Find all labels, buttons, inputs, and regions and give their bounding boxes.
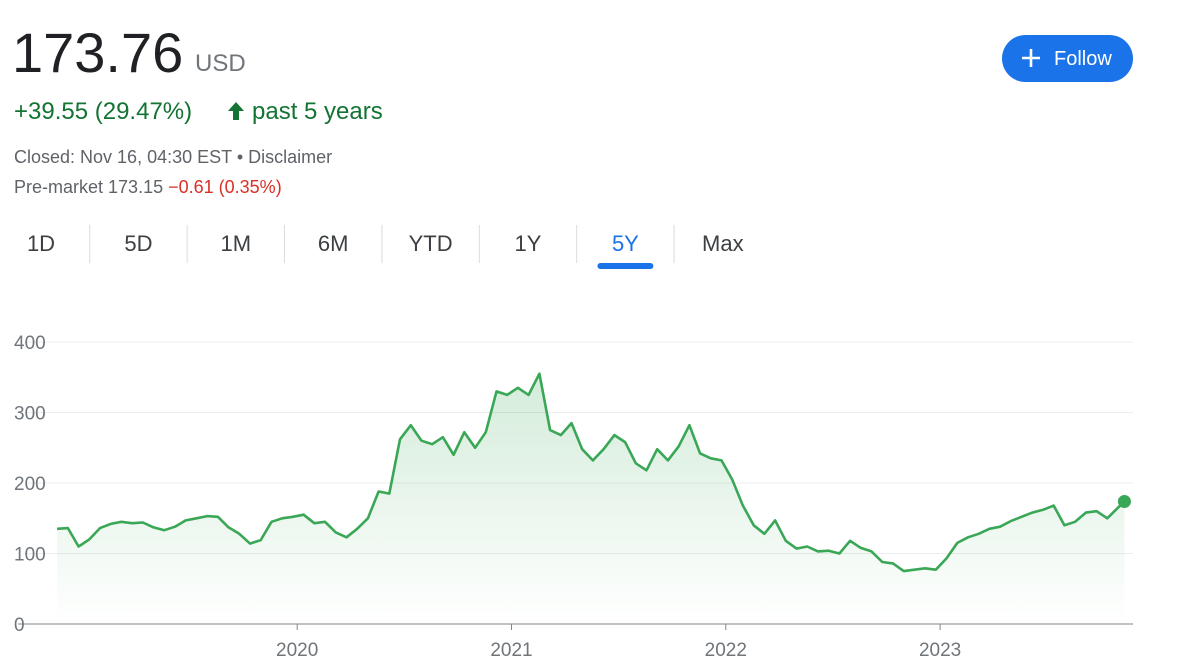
- tab[interactable]: 1D: [27, 231, 55, 256]
- follow-button-bg[interactable]: [1002, 35, 1133, 82]
- follow-label[interactable]: Follow: [1054, 48, 1112, 70]
- premarket-change: −0.61 (0.35%): [168, 177, 282, 197]
- tab[interactable]: 1M: [221, 231, 252, 256]
- currency: USD: [195, 50, 246, 77]
- tab-underline: [597, 263, 654, 269]
- period: past 5 years: [252, 98, 383, 125]
- tab-bar: 1D 5D 1M 6M YTD 1Y 5Y Max: [27, 225, 744, 269]
- tab[interactable]: YTD: [409, 231, 453, 256]
- tab[interactable]: 5Y: [612, 231, 639, 256]
- x-tick-label: 2020: [276, 640, 318, 661]
- tab[interactable]: 1Y: [515, 231, 542, 256]
- tab[interactable]: 5D: [124, 231, 152, 256]
- y-tick-label: 400: [14, 333, 46, 354]
- last-point: [1117, 494, 1131, 508]
- y-tick-label: 300: [14, 404, 46, 425]
- chart: 0 100 200 300 400 2020 2021 2022 2023: [14, 333, 1133, 661]
- area-fill: [57, 373, 1125, 624]
- up-arrow-icon: [228, 102, 244, 120]
- follow-button[interactable]: Follow: [1002, 35, 1133, 82]
- change: +39.55 (29.47%): [14, 98, 192, 125]
- tab[interactable]: Max: [702, 231, 744, 256]
- premarket: Pre-market 173.15 −0.61 (0.35%): [14, 177, 282, 197]
- x-tick-label: 2021: [490, 640, 532, 661]
- y-tick-label: 200: [14, 474, 46, 495]
- y-tick-label: 0: [14, 615, 25, 636]
- price-line: [57, 372, 1126, 573]
- tab[interactable]: 6M: [318, 231, 349, 256]
- price: 173.76: [12, 21, 183, 84]
- separator: •: [237, 147, 243, 167]
- status-text: Closed: Nov 16, 04:30 EST: [14, 147, 232, 167]
- x-tick-label: 2023: [919, 640, 961, 661]
- y-tick-label: 100: [14, 545, 46, 566]
- market-status: Closed: Nov 16, 04:30 EST • Disclaimer: [14, 147, 332, 167]
- premarket-label: Pre-market: [14, 177, 103, 197]
- disclaimer-link[interactable]: Disclaimer: [248, 147, 332, 167]
- premarket-price: 173.15: [108, 177, 163, 197]
- plus-icon: [1022, 49, 1040, 67]
- x-tick-label: 2022: [705, 640, 747, 661]
